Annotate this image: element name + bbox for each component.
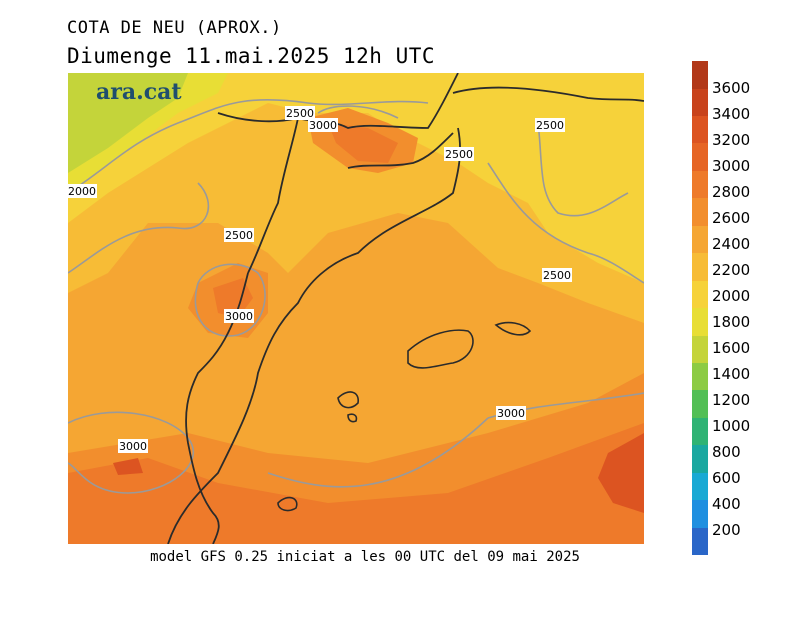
map-subtitle: Diumenge 11.mai.2025 12h UTC [67, 44, 436, 68]
island-formentera [347, 413, 358, 423]
colorbar-segment [692, 472, 708, 501]
fill-3400-se [598, 433, 644, 513]
colorbar-tick-label: 400 [712, 495, 741, 513]
contour-label-text: 2500 [445, 148, 473, 161]
contour-label-text: 3000 [119, 440, 147, 453]
colorbar-segment [692, 116, 708, 144]
colorbar-segment [692, 253, 708, 281]
colorbar-segment [692, 500, 708, 528]
colorbar-tick-label: 2400 [712, 235, 751, 253]
model-run-footnote: model GFS 0.25 iniciat a les 00 UTC del … [0, 549, 730, 565]
colorbar-tick-label: 1400 [712, 365, 751, 383]
colorbar-segment [692, 88, 708, 116]
footnote-text: model GFS 0.25 iniciat a les 00 UTC del … [150, 549, 580, 565]
colorbar [692, 61, 708, 555]
fill-3200-south [68, 423, 644, 544]
colorbar-tick-label: 2600 [712, 209, 751, 227]
island-cabrera [277, 496, 298, 512]
colorbar-segment [692, 417, 708, 446]
colorbar-segment [692, 170, 708, 199]
islands [277, 321, 532, 512]
colorbar-tick-label: 3400 [712, 105, 751, 123]
colorbar-tick-label: 2000 [712, 287, 751, 305]
snow-level-map: 2500 3000 2500 2500 2000 2500 [67, 72, 645, 545]
contour-label-text: 3000 [497, 407, 525, 420]
colorbar-tick-label: 3600 [712, 79, 751, 97]
colorbar-tick-label: 1000 [712, 417, 751, 435]
colorbar-tick-label: 800 [712, 443, 741, 461]
fill-3200-center [213, 278, 253, 318]
colorbar-tick-label: 2200 [712, 261, 751, 279]
fill-2000 [68, 73, 188, 173]
contour-label-text: 2500 [286, 107, 314, 120]
contour-label: 3000 [224, 309, 254, 323]
colorbar-segment [692, 362, 708, 391]
contour-label: 3000 [496, 406, 526, 420]
colorbar-segment [692, 308, 708, 336]
contour-label: 2500 [224, 228, 254, 242]
colorbar-legend [692, 61, 708, 555]
colorbar-segment [692, 143, 708, 171]
contour-label: 3000 [118, 439, 148, 453]
fill-2400 [68, 73, 644, 283]
ara-cat-logo: ara.cat [96, 79, 182, 105]
island-mallorca [407, 329, 474, 369]
contour-label: 3000 [308, 118, 338, 132]
colorbar-segment [692, 445, 708, 473]
contour-label-text: 3000 [225, 310, 253, 323]
colorbar-segment [692, 280, 708, 309]
contour-label: 2500 [542, 268, 572, 282]
contour-label: 2000 [67, 184, 97, 198]
fill-3400-sw [113, 458, 143, 475]
contour-label: 2500 [535, 118, 565, 132]
contour-label-text: 2500 [225, 229, 253, 242]
contour-lines [67, 98, 645, 494]
coastlines [167, 72, 645, 545]
island-eivissa [337, 391, 359, 409]
colorbar-segment [692, 61, 708, 89]
colorbar-tick-label: 1200 [712, 391, 751, 409]
colorbar-tick-label: 2800 [712, 183, 751, 201]
colorbar-segment [692, 390, 708, 418]
colorbar-segment [692, 335, 708, 363]
colorbar-segment [692, 527, 708, 555]
colorbar-tick-label: 3200 [712, 131, 751, 149]
colorbar-tick-label: 1800 [712, 313, 751, 331]
colorbar-tick-label: 1600 [712, 339, 751, 357]
contour-label-text: 2500 [536, 119, 564, 132]
colorbar-segment [692, 225, 708, 254]
contour-label-text: 2000 [68, 185, 96, 198]
contour-label: 2500 [285, 106, 315, 120]
fill-3200-north [328, 123, 398, 163]
colorbar-tick-label: 200 [712, 521, 741, 539]
map-svg: 2500 3000 2500 2500 2000 2500 [67, 72, 645, 545]
contour-label-group: 2500 3000 2500 2500 2000 2500 [67, 106, 572, 453]
island-menorca [494, 321, 532, 336]
colorbar-tick-label: 600 [712, 469, 741, 487]
contour-label-text: 2500 [543, 269, 571, 282]
colorbar-tick-label: 3000 [712, 157, 751, 175]
colorbar-segment [692, 198, 708, 226]
contour-label-text: 3000 [309, 119, 337, 132]
map-title: COTA DE NEU (APROX.) [67, 18, 282, 38]
contour-label: 2500 [444, 147, 474, 161]
